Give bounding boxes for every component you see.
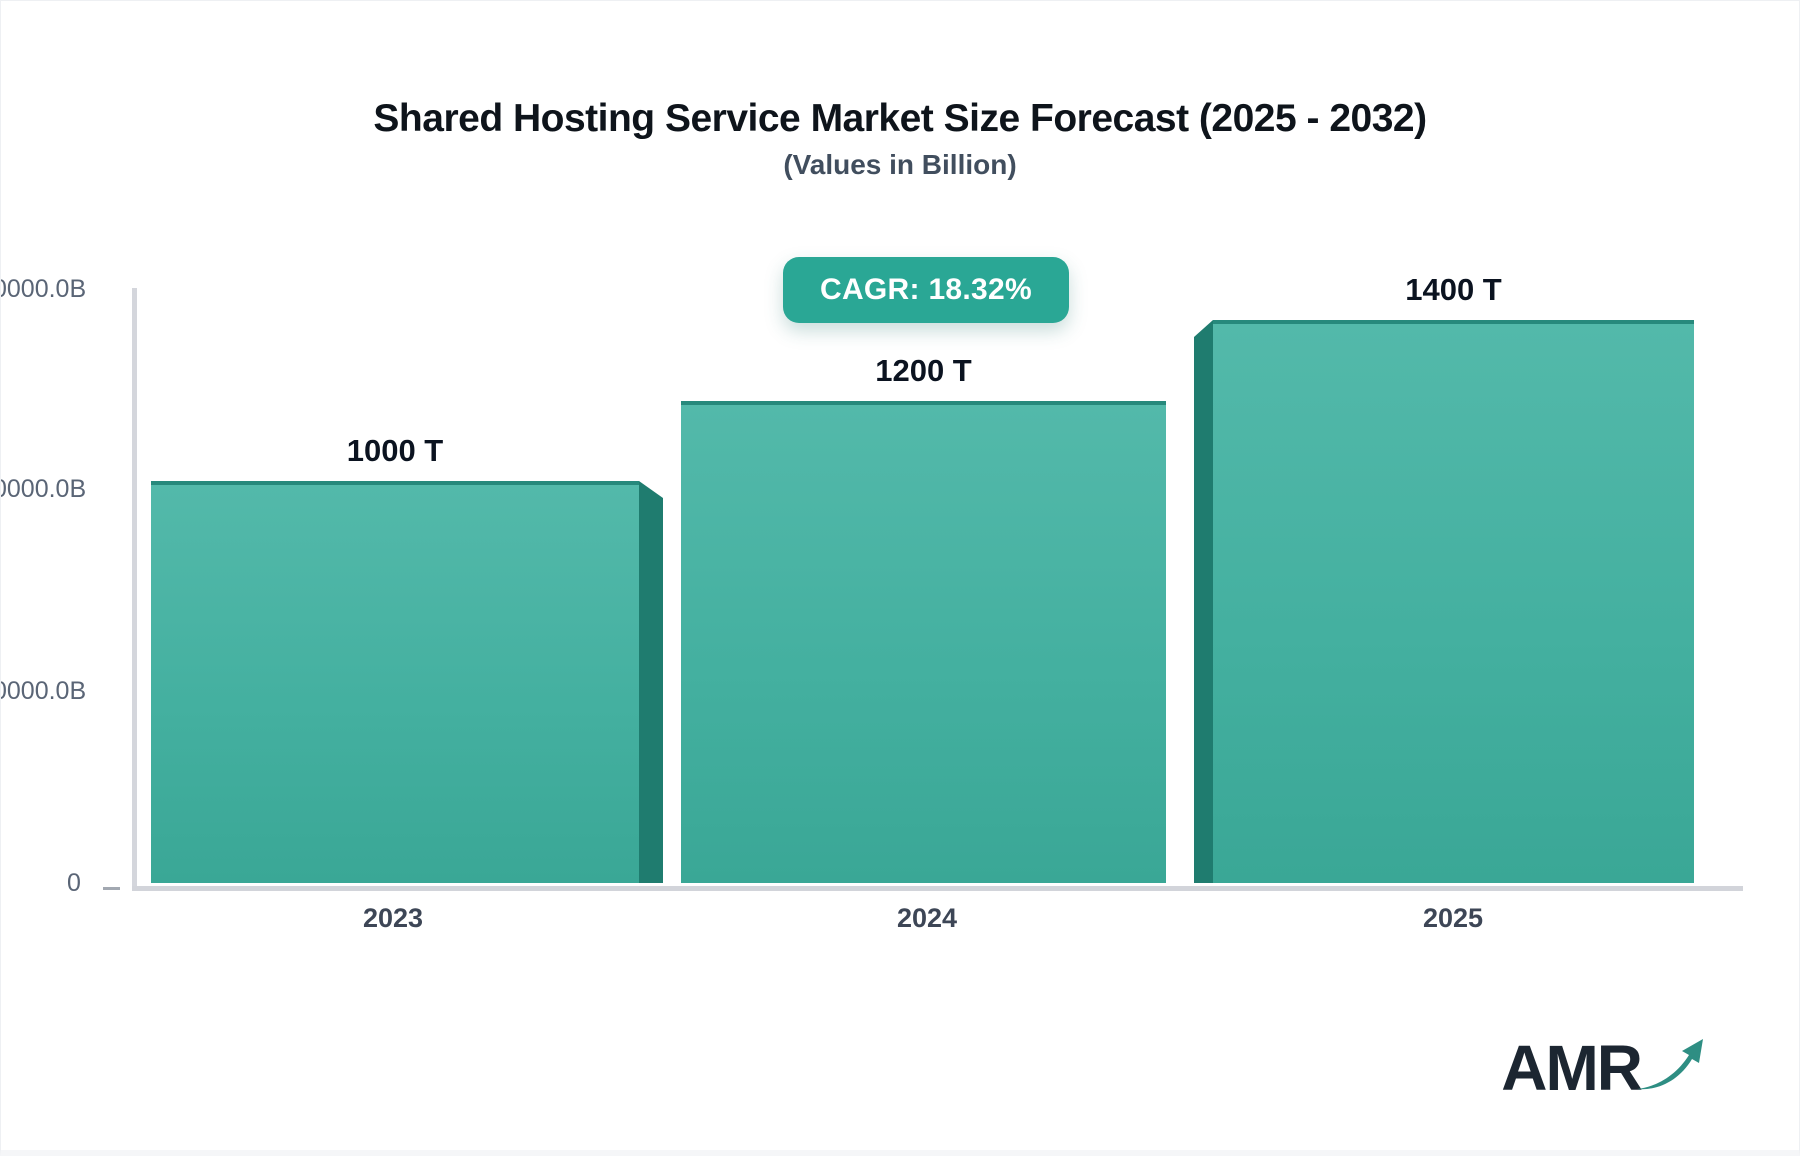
bar-value-label-2024: 1200 T: [875, 353, 972, 388]
chart-title: Shared Hosting Service Market Size Forec…: [373, 97, 1427, 140]
bar-value-label-2025: 1400 T: [1405, 272, 1502, 307]
x-axis-label-2025: 2025: [1422, 903, 1484, 933]
bar-2023[interactable]: [151, 481, 639, 883]
brand-logo: AMR: [1501, 1029, 1707, 1100]
x-axis-label-2024: 2024: [896, 903, 958, 933]
y-axis-tick-label: 0000.0B: [0, 275, 87, 303]
y-axis-line: [132, 288, 137, 890]
y-axis-tick-label: 0000.0B: [0, 677, 87, 705]
bar-group-2023: 1000 T: [151, 183, 663, 883]
growth-arrow-icon: [1635, 1029, 1707, 1098]
chart-subtitle: (Values in Billion): [783, 149, 1017, 180]
y-axis-zero-tick: [103, 887, 120, 890]
x-axis-label-2023: 2023: [362, 903, 424, 933]
bar-2025[interactable]: [1213, 320, 1694, 883]
y-axis-tick-label: 0000.0B: [0, 475, 87, 503]
brand-logo-text: AMR: [1501, 1032, 1643, 1104]
bar-2024[interactable]: [681, 401, 1166, 883]
cagr-badge-label: CAGR: 18.32%: [819, 273, 1032, 306]
x-axis-line: [132, 886, 1743, 891]
bar-3d-side: [1194, 320, 1213, 883]
bar-group-2024: 1200 T: [681, 183, 1166, 883]
y-axis-zero-label: 0: [67, 869, 81, 897]
bar-3d-side: [639, 481, 663, 883]
bar-group-2025: 1400 T: [1194, 183, 1694, 883]
cagr-badge: CAGR: 18.32%: [783, 257, 1069, 323]
bar-value-label-2023: 1000 T: [346, 433, 444, 468]
